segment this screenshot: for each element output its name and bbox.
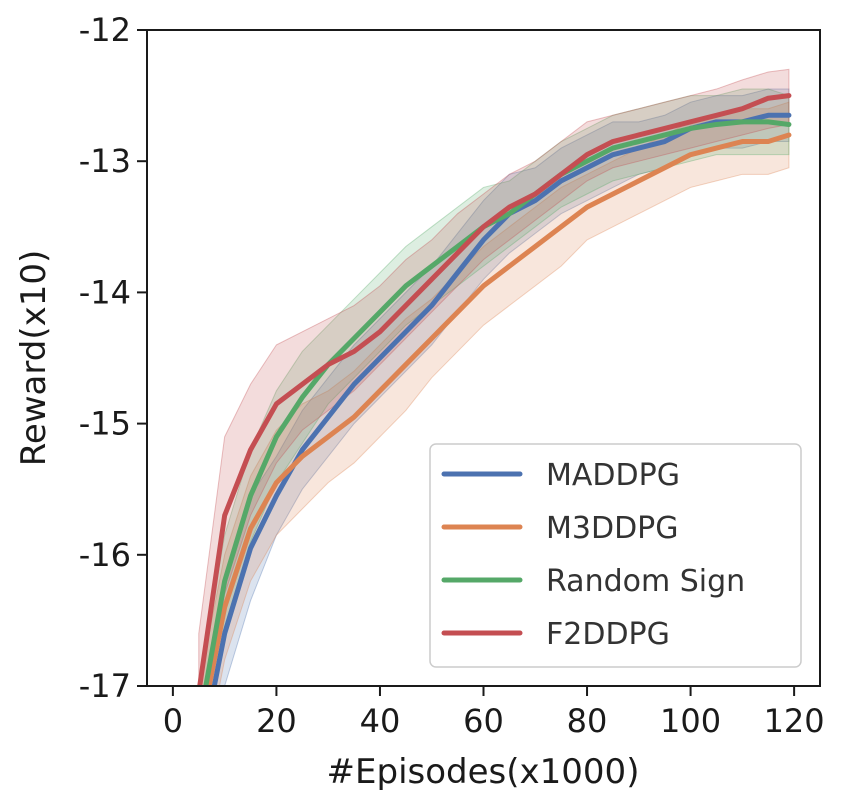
x-tick-label: 120 xyxy=(764,702,825,740)
random-sign-line xyxy=(203,119,792,686)
m3ddpg-line xyxy=(206,132,792,686)
y-tick-label: -12 xyxy=(79,11,131,49)
x-axis-title: #Episodes(x1000) xyxy=(327,752,640,792)
series-lines xyxy=(197,93,792,686)
random-sign-band xyxy=(198,88,790,686)
legend-label-maddpg: MADDPG xyxy=(546,458,680,493)
legend-box xyxy=(429,443,802,668)
x-axis-ticks: 0 20 40 60 80 100 120 xyxy=(163,686,825,740)
y-tick-label: -15 xyxy=(79,405,131,443)
y-tick-label: -13 xyxy=(79,142,131,180)
x-tick-label: 0 xyxy=(163,702,183,740)
x-tick-label: 20 xyxy=(256,702,297,740)
legend-label-random-sign: Random Sign xyxy=(546,564,745,599)
y-axis-ticks: -17 -16 -15 -14 -13 -12 xyxy=(79,11,147,705)
x-tick-label: 80 xyxy=(567,702,608,740)
legend: MADDPG M3DDPG Random Sign F2DDPG xyxy=(429,443,802,668)
x-tick-label: 60 xyxy=(463,702,504,740)
confidence-bands xyxy=(198,68,790,686)
legend-label-f2ddpg: F2DDPG xyxy=(546,617,670,652)
x-tick-label: 40 xyxy=(360,702,401,740)
y-tick-label: -16 xyxy=(79,536,131,574)
m3ddpg-band xyxy=(198,101,790,686)
x-tick-label: 100 xyxy=(660,702,721,740)
maddpg-band xyxy=(205,88,790,686)
legend-label-m3ddpg: M3DDPG xyxy=(546,511,679,546)
f2ddpg-line xyxy=(197,93,792,686)
y-tick-label: -17 xyxy=(79,667,131,705)
y-tick-label: -14 xyxy=(79,273,131,311)
y-axis-title: Reward(x10) xyxy=(14,250,54,467)
